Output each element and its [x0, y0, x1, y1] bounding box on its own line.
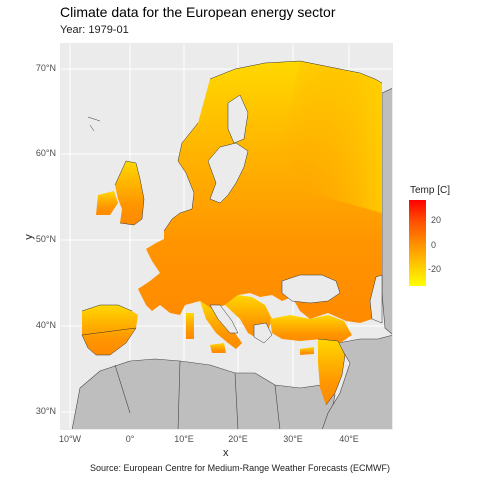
- temperature-raster-corsica-sardinia: [186, 313, 194, 339]
- y-tick-70n: 70°N: [35, 63, 56, 73]
- x-tick-40e: 40°E: [339, 434, 359, 444]
- legend-color-bar: [409, 200, 426, 286]
- y-tick-60n: 60°N: [35, 148, 56, 158]
- gulf-of-bothnia: [227, 94, 249, 144]
- black-sea: [281, 274, 341, 304]
- source-caption: Source: European Centre for Medium-Range…: [90, 463, 390, 473]
- y-tick-40n: 40°N: [35, 320, 56, 330]
- land-east-outside: [381, 87, 393, 336]
- temperature-raster-cyprus: [300, 347, 314, 355]
- north-east-cooler-shading: [280, 61, 382, 213]
- africa-borders: [114, 360, 281, 430]
- x-tick-20e: 20°E: [228, 434, 248, 444]
- adriatic-sea: [209, 304, 239, 334]
- inner-seas: [207, 94, 383, 344]
- legend-tick-0: 0: [431, 240, 437, 250]
- temperature-raster-levant: [318, 339, 345, 405]
- x-tick-0: 0°: [125, 434, 135, 444]
- x-axis-title: x: [223, 447, 229, 459]
- aegean-sea: [253, 322, 273, 344]
- temperature-raster-italy: [200, 301, 242, 349]
- x-tick-10e: 10°E: [174, 434, 194, 444]
- land-middle-east: [321, 334, 393, 430]
- map-panel: [60, 43, 393, 430]
- temperature-raster-sicily: [210, 343, 226, 353]
- x-tick-10w: 10°W: [58, 434, 82, 444]
- panel-frame: [60, 43, 393, 430]
- y-tick-50n: 50°N: [35, 234, 56, 244]
- temperature-raster-anatolia: [270, 315, 352, 343]
- temperature-raster-ireland: [96, 191, 118, 215]
- legend-title: Temp [C]: [410, 185, 451, 196]
- map-title: Climate data for the European energy sec…: [60, 4, 336, 20]
- baltic-sea: [207, 142, 249, 204]
- temperature-raster-uk: [115, 161, 144, 225]
- map-subtitle: Year: 1979-01: [60, 24, 129, 36]
- coastlines: [81, 60, 383, 406]
- y-axis-title: y: [22, 234, 35, 240]
- x-tick-30e: 30°E: [283, 434, 303, 444]
- y-tick-30n: 30°N: [35, 406, 56, 416]
- legend-tick-20: 20: [431, 215, 442, 225]
- legend-tick-minus-20: -20: [428, 264, 442, 274]
- temperature-raster-iberia: [82, 305, 138, 355]
- caspian-sea: [369, 274, 383, 324]
